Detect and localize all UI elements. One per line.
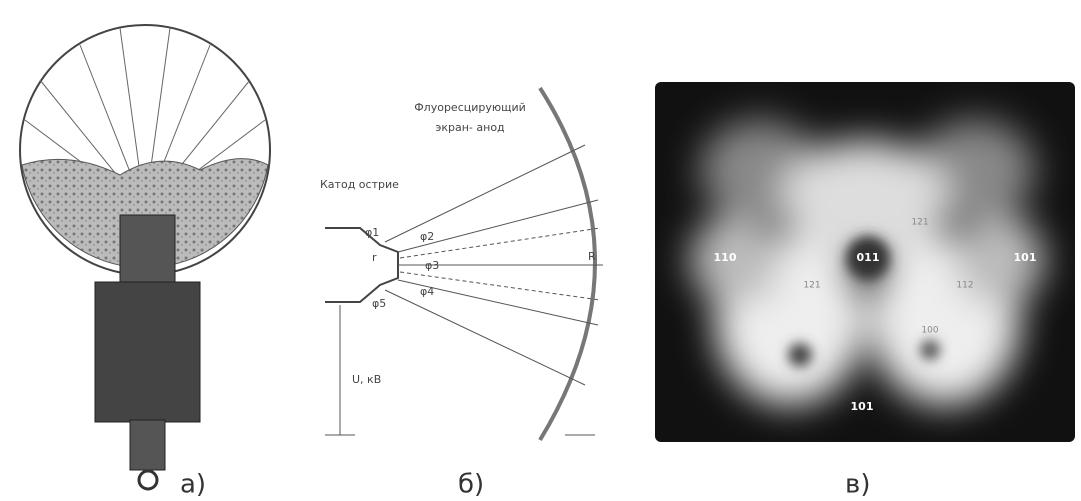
angle: φ2 bbox=[420, 230, 434, 243]
panel-label: б) bbox=[458, 470, 484, 500]
panel-label: в) bbox=[845, 470, 870, 500]
tip-radius: r bbox=[372, 251, 377, 264]
base bbox=[95, 282, 200, 422]
stem bbox=[130, 420, 165, 470]
tip-holder bbox=[120, 215, 175, 285]
angle: φ4 bbox=[420, 285, 434, 298]
spot-label: 110 bbox=[714, 251, 737, 264]
spot-label: 121 bbox=[911, 218, 928, 228]
panel-a: а) bbox=[20, 25, 270, 500]
trajectories bbox=[385, 145, 603, 385]
voltage: U, кВ bbox=[352, 373, 381, 386]
spot-label: 101 bbox=[1014, 251, 1037, 264]
cathode-label: Катод острие bbox=[320, 178, 399, 191]
screen-radius: R bbox=[588, 250, 596, 263]
spot-label: 121 bbox=[803, 281, 820, 291]
angle: φ5 bbox=[372, 297, 386, 310]
angle: φ3 bbox=[425, 259, 439, 272]
spot-label: 011 bbox=[857, 251, 880, 264]
figure: а) Флуоресцирующий экран- анод Катод ост… bbox=[0, 0, 1081, 501]
panel-c: 110 011 101 121 121 112 100 101 в) bbox=[655, 82, 1075, 500]
screen-label: Флуоресцирующий bbox=[414, 101, 526, 114]
spot-label: 101 bbox=[851, 400, 874, 413]
panel-label: а) bbox=[180, 470, 206, 500]
panel-b: Флуоресцирующий экран- анод Катод острие… bbox=[320, 88, 603, 500]
screen-label: экран- анод bbox=[435, 121, 505, 134]
angle: φ1 bbox=[365, 226, 379, 239]
ring bbox=[139, 471, 157, 489]
spot-label: 100 bbox=[921, 326, 938, 336]
spot-label: 112 bbox=[956, 281, 973, 291]
screen bbox=[540, 88, 595, 440]
